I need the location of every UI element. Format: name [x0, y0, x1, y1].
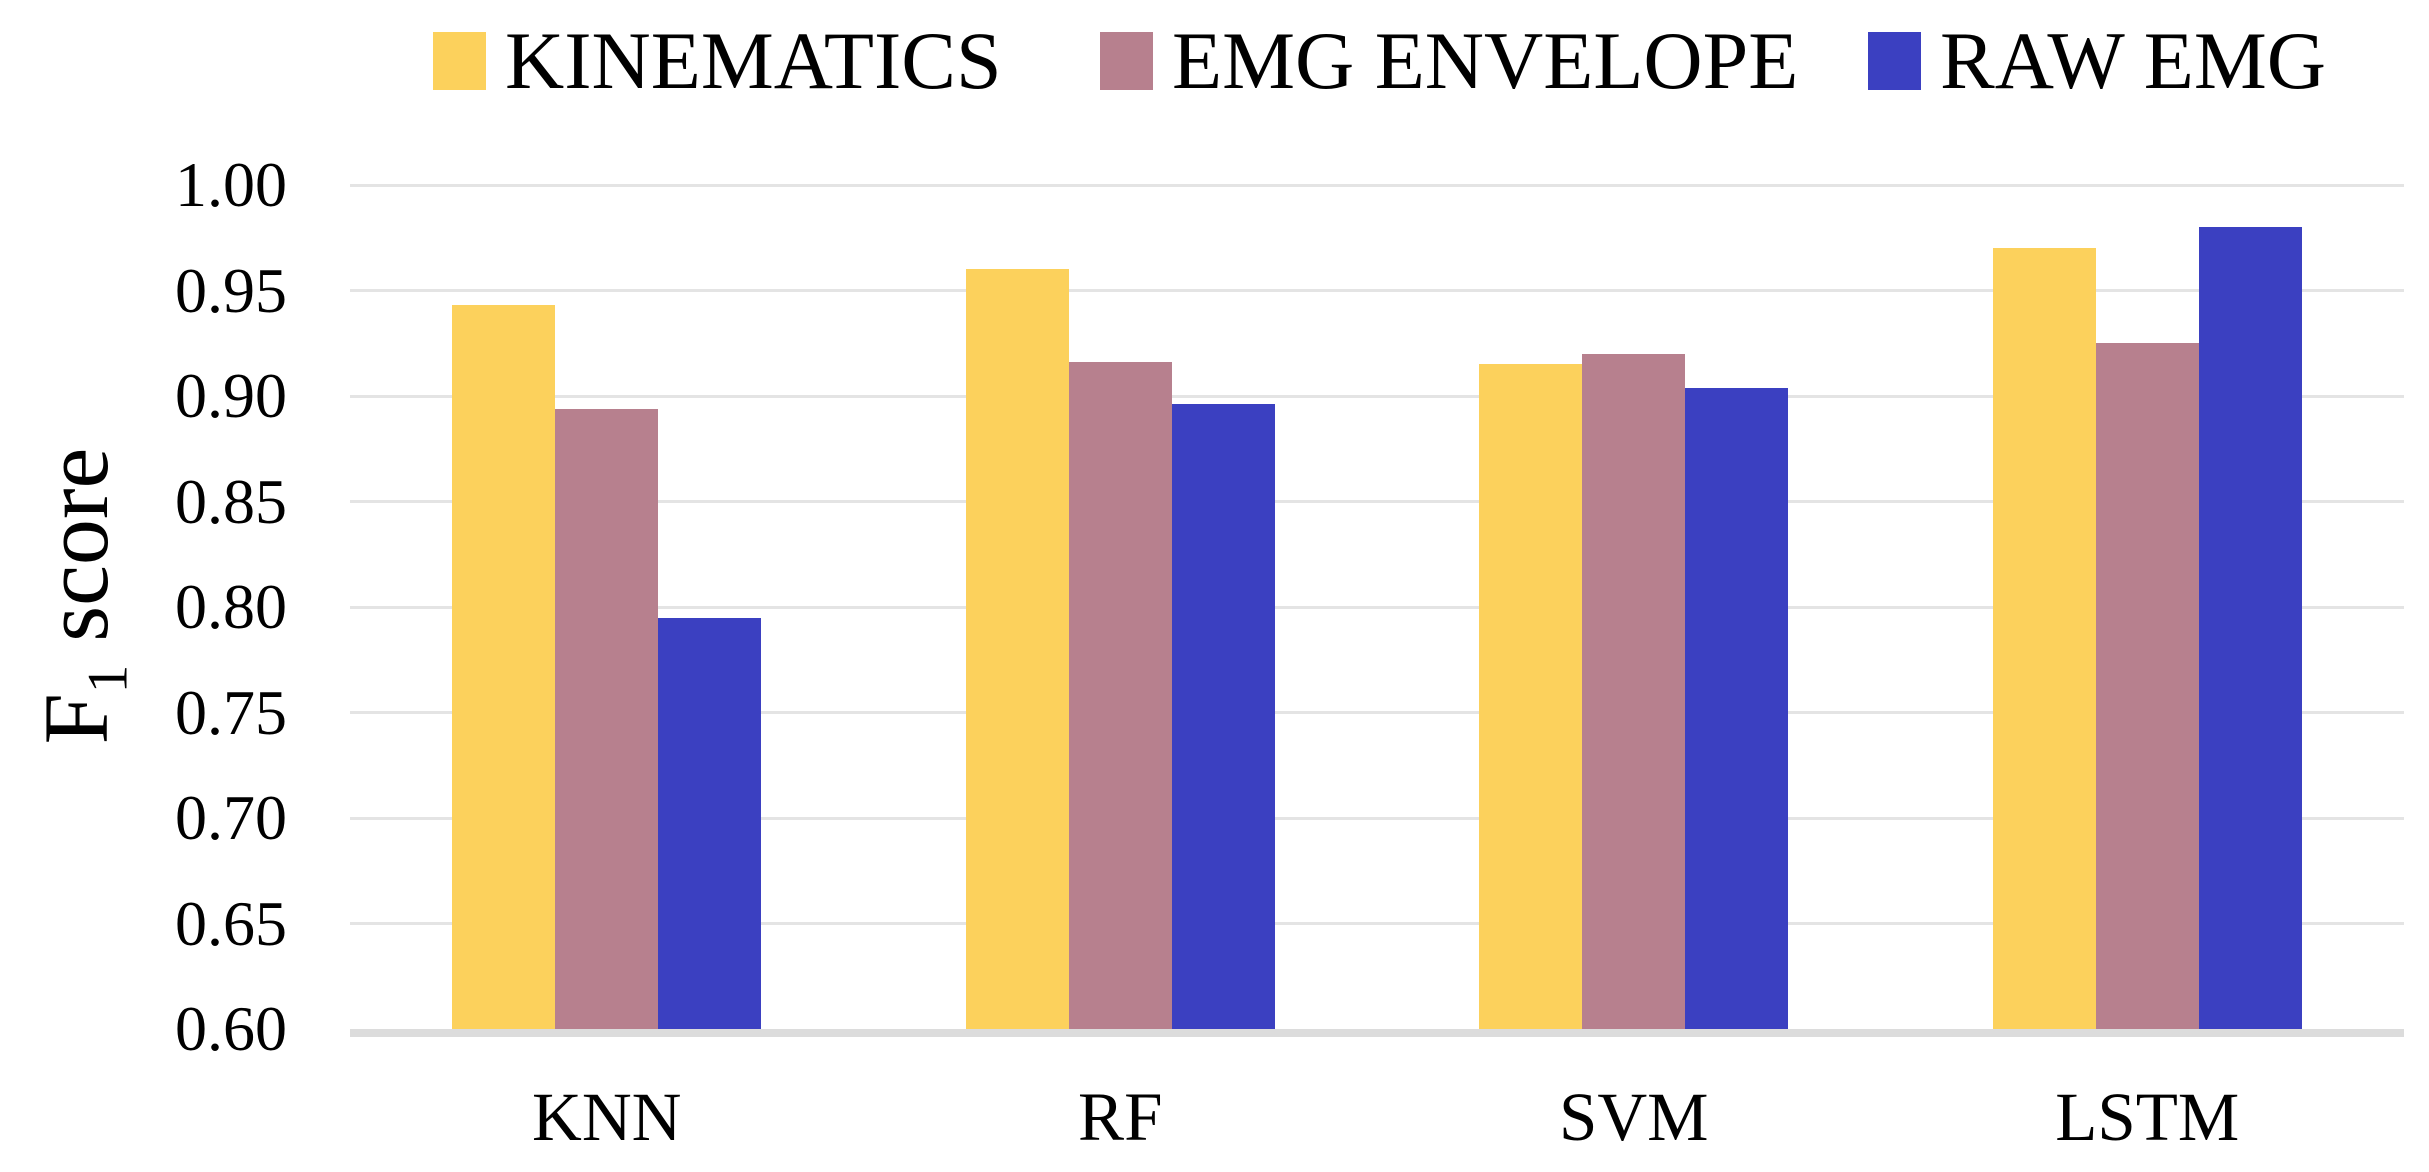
y-tick-label: 0.95: [175, 254, 287, 326]
x-tick-label-rf: RF: [1078, 1079, 1163, 1155]
bar-rf-kinematics: [965, 269, 1069, 1029]
bar-rf-emg-envelope: [1068, 362, 1172, 1029]
gridline: [350, 711, 2404, 714]
bar-svm-kinematics: [1479, 364, 1583, 1029]
bar-knn-kinematics: [452, 305, 556, 1029]
y-tick-label: 0.60: [175, 993, 287, 1064]
bar-svm-raw-emg: [1685, 387, 1789, 1029]
gridline: [350, 816, 2404, 820]
gridline: [350, 289, 2404, 292]
bar-lstm-emg-envelope: [2095, 343, 2199, 1029]
bar-lstm-kinematics: [1992, 248, 2096, 1029]
gridline: [350, 394, 2404, 398]
bar-svm-emg-envelope: [1582, 353, 1686, 1029]
gridline: [350, 922, 2404, 925]
legend-label: RAW EMG: [1940, 15, 2326, 106]
x-tick-label-knn: KNN: [532, 1079, 682, 1155]
legend-swatch-icon: [433, 32, 486, 90]
legend-swatch-icon: [1100, 32, 1153, 90]
legend-item-emg-envelope: EMG ENVELOPE: [1100, 15, 1799, 106]
x-tick-label-svm: SVM: [1558, 1079, 1709, 1155]
y-tick-label: 0.65: [175, 887, 287, 959]
y-tick-label: 0.70: [175, 782, 287, 853]
bar-rf-raw-emg: [1171, 404, 1275, 1029]
x-axis-baseline: [350, 1029, 2404, 1037]
legend-item-kinematics: KINEMATICS: [433, 15, 1002, 106]
bar-knn-emg-envelope: [555, 408, 659, 1029]
legend-item-raw-emg: RAW EMG: [1868, 15, 2326, 106]
gridline: [350, 605, 2404, 609]
bar-lstm-raw-emg: [2198, 227, 2302, 1029]
y-tick-label: 0.75: [175, 676, 287, 748]
legend-label: EMG ENVELOPE: [1172, 15, 1799, 106]
x-tick-label-lstm: LSTM: [2055, 1079, 2240, 1155]
y-tick-label: 1.00: [175, 149, 287, 220]
y-tick-label: 0.90: [175, 360, 287, 431]
y-tick-label: 0.80: [175, 571, 287, 642]
gridline: [350, 500, 2404, 503]
gridline: [350, 183, 2404, 187]
legend-swatch-icon: [1868, 32, 1921, 90]
y-tick-label: 0.85: [175, 465, 287, 537]
legend-label: KINEMATICS: [505, 15, 1002, 106]
bar-knn-raw-emg: [658, 617, 762, 1029]
